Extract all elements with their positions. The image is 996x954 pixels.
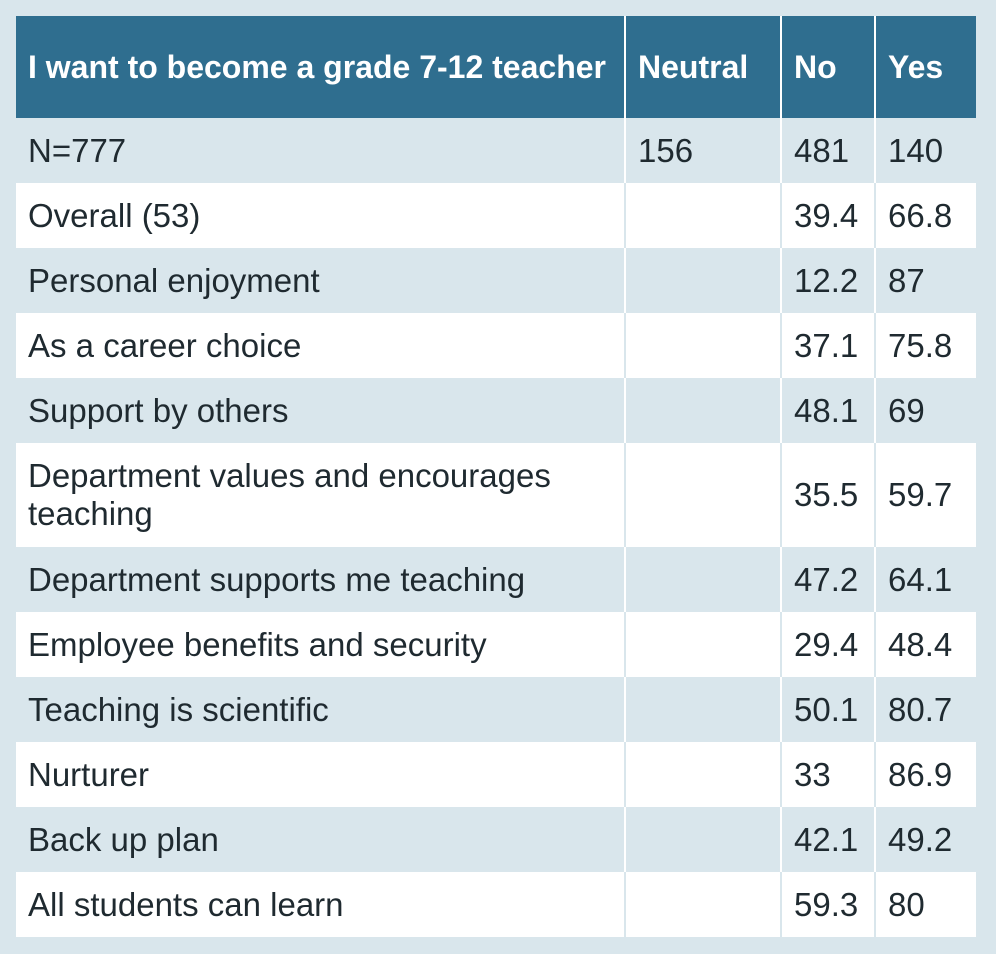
table-header-row: I want to become a grade 7-12 teacher Ne…: [16, 16, 976, 118]
row-label: Personal enjoyment: [16, 248, 625, 313]
no-cell: 481: [780, 118, 875, 183]
neutral-cell: [624, 313, 781, 378]
row-label: Back up plan: [16, 807, 625, 872]
table-row: Back up plan 42.1 49.2: [16, 807, 976, 872]
header-neutral: Neutral: [624, 16, 781, 118]
no-cell: 29.4: [780, 612, 875, 677]
row-label: Department values and encourages teachin…: [16, 443, 625, 547]
row-label: Overall (53): [16, 183, 625, 248]
yes-cell: 80: [874, 872, 976, 937]
header-no: No: [780, 16, 875, 118]
neutral-cell: [624, 183, 781, 248]
no-cell: 50.1: [780, 677, 875, 742]
no-cell: 12.2: [780, 248, 875, 313]
table-row: As a career choice 37.1 75.8: [16, 313, 976, 378]
yes-cell: 66.8: [874, 183, 976, 248]
yes-cell: 59.7: [874, 443, 976, 547]
yes-cell: 87: [874, 248, 976, 313]
neutral-cell: [624, 443, 781, 547]
table-row: N=777 156 481 140: [16, 118, 976, 183]
neutral-cell: 156: [624, 118, 781, 183]
no-cell: 42.1: [780, 807, 875, 872]
survey-table-container: I want to become a grade 7-12 teacher Ne…: [16, 16, 976, 937]
row-label: As a career choice: [16, 313, 625, 378]
table-row: Employee benefits and security 29.4 48.4: [16, 612, 976, 677]
table-row: Nurturer 33 86.9: [16, 742, 976, 807]
no-cell: 47.2: [780, 547, 875, 612]
header-question: I want to become a grade 7-12 teacher: [16, 16, 625, 118]
row-label: Support by others: [16, 378, 625, 443]
yes-cell: 86.9: [874, 742, 976, 807]
table-row: All students can learn 59.3 80: [16, 872, 976, 937]
no-cell: 33: [780, 742, 875, 807]
neutral-cell: [624, 807, 781, 872]
yes-cell: 48.4: [874, 612, 976, 677]
header-yes: Yes: [874, 16, 976, 118]
row-label: All students can learn: [16, 872, 625, 937]
table-row: Department values and encourages teachin…: [16, 443, 976, 547]
no-cell: 48.1: [780, 378, 875, 443]
row-label: Department supports me teaching: [16, 547, 625, 612]
no-cell: 39.4: [780, 183, 875, 248]
row-label: Teaching is scientific: [16, 677, 625, 742]
no-cell: 35.5: [780, 443, 875, 547]
row-label: N=777: [16, 118, 625, 183]
yes-cell: 49.2: [874, 807, 976, 872]
table-row: Personal enjoyment 12.2 87: [16, 248, 976, 313]
neutral-cell: [624, 677, 781, 742]
yes-cell: 140: [874, 118, 976, 183]
neutral-cell: [624, 612, 781, 677]
neutral-cell: [624, 872, 781, 937]
row-label: Nurturer: [16, 742, 625, 807]
row-label: Employee benefits and security: [16, 612, 625, 677]
yes-cell: 69: [874, 378, 976, 443]
no-cell: 59.3: [780, 872, 875, 937]
yes-cell: 64.1: [874, 547, 976, 612]
survey-table: I want to become a grade 7-12 teacher Ne…: [16, 16, 976, 937]
table-row: Department supports me teaching 47.2 64.…: [16, 547, 976, 612]
neutral-cell: [624, 742, 781, 807]
table-row: Support by others 48.1 69: [16, 378, 976, 443]
neutral-cell: [624, 547, 781, 612]
neutral-cell: [624, 248, 781, 313]
no-cell: 37.1: [780, 313, 875, 378]
table-row: Teaching is scientific 50.1 80.7: [16, 677, 976, 742]
table-row: Overall (53) 39.4 66.8: [16, 183, 976, 248]
yes-cell: 80.7: [874, 677, 976, 742]
yes-cell: 75.8: [874, 313, 976, 378]
neutral-cell: [624, 378, 781, 443]
